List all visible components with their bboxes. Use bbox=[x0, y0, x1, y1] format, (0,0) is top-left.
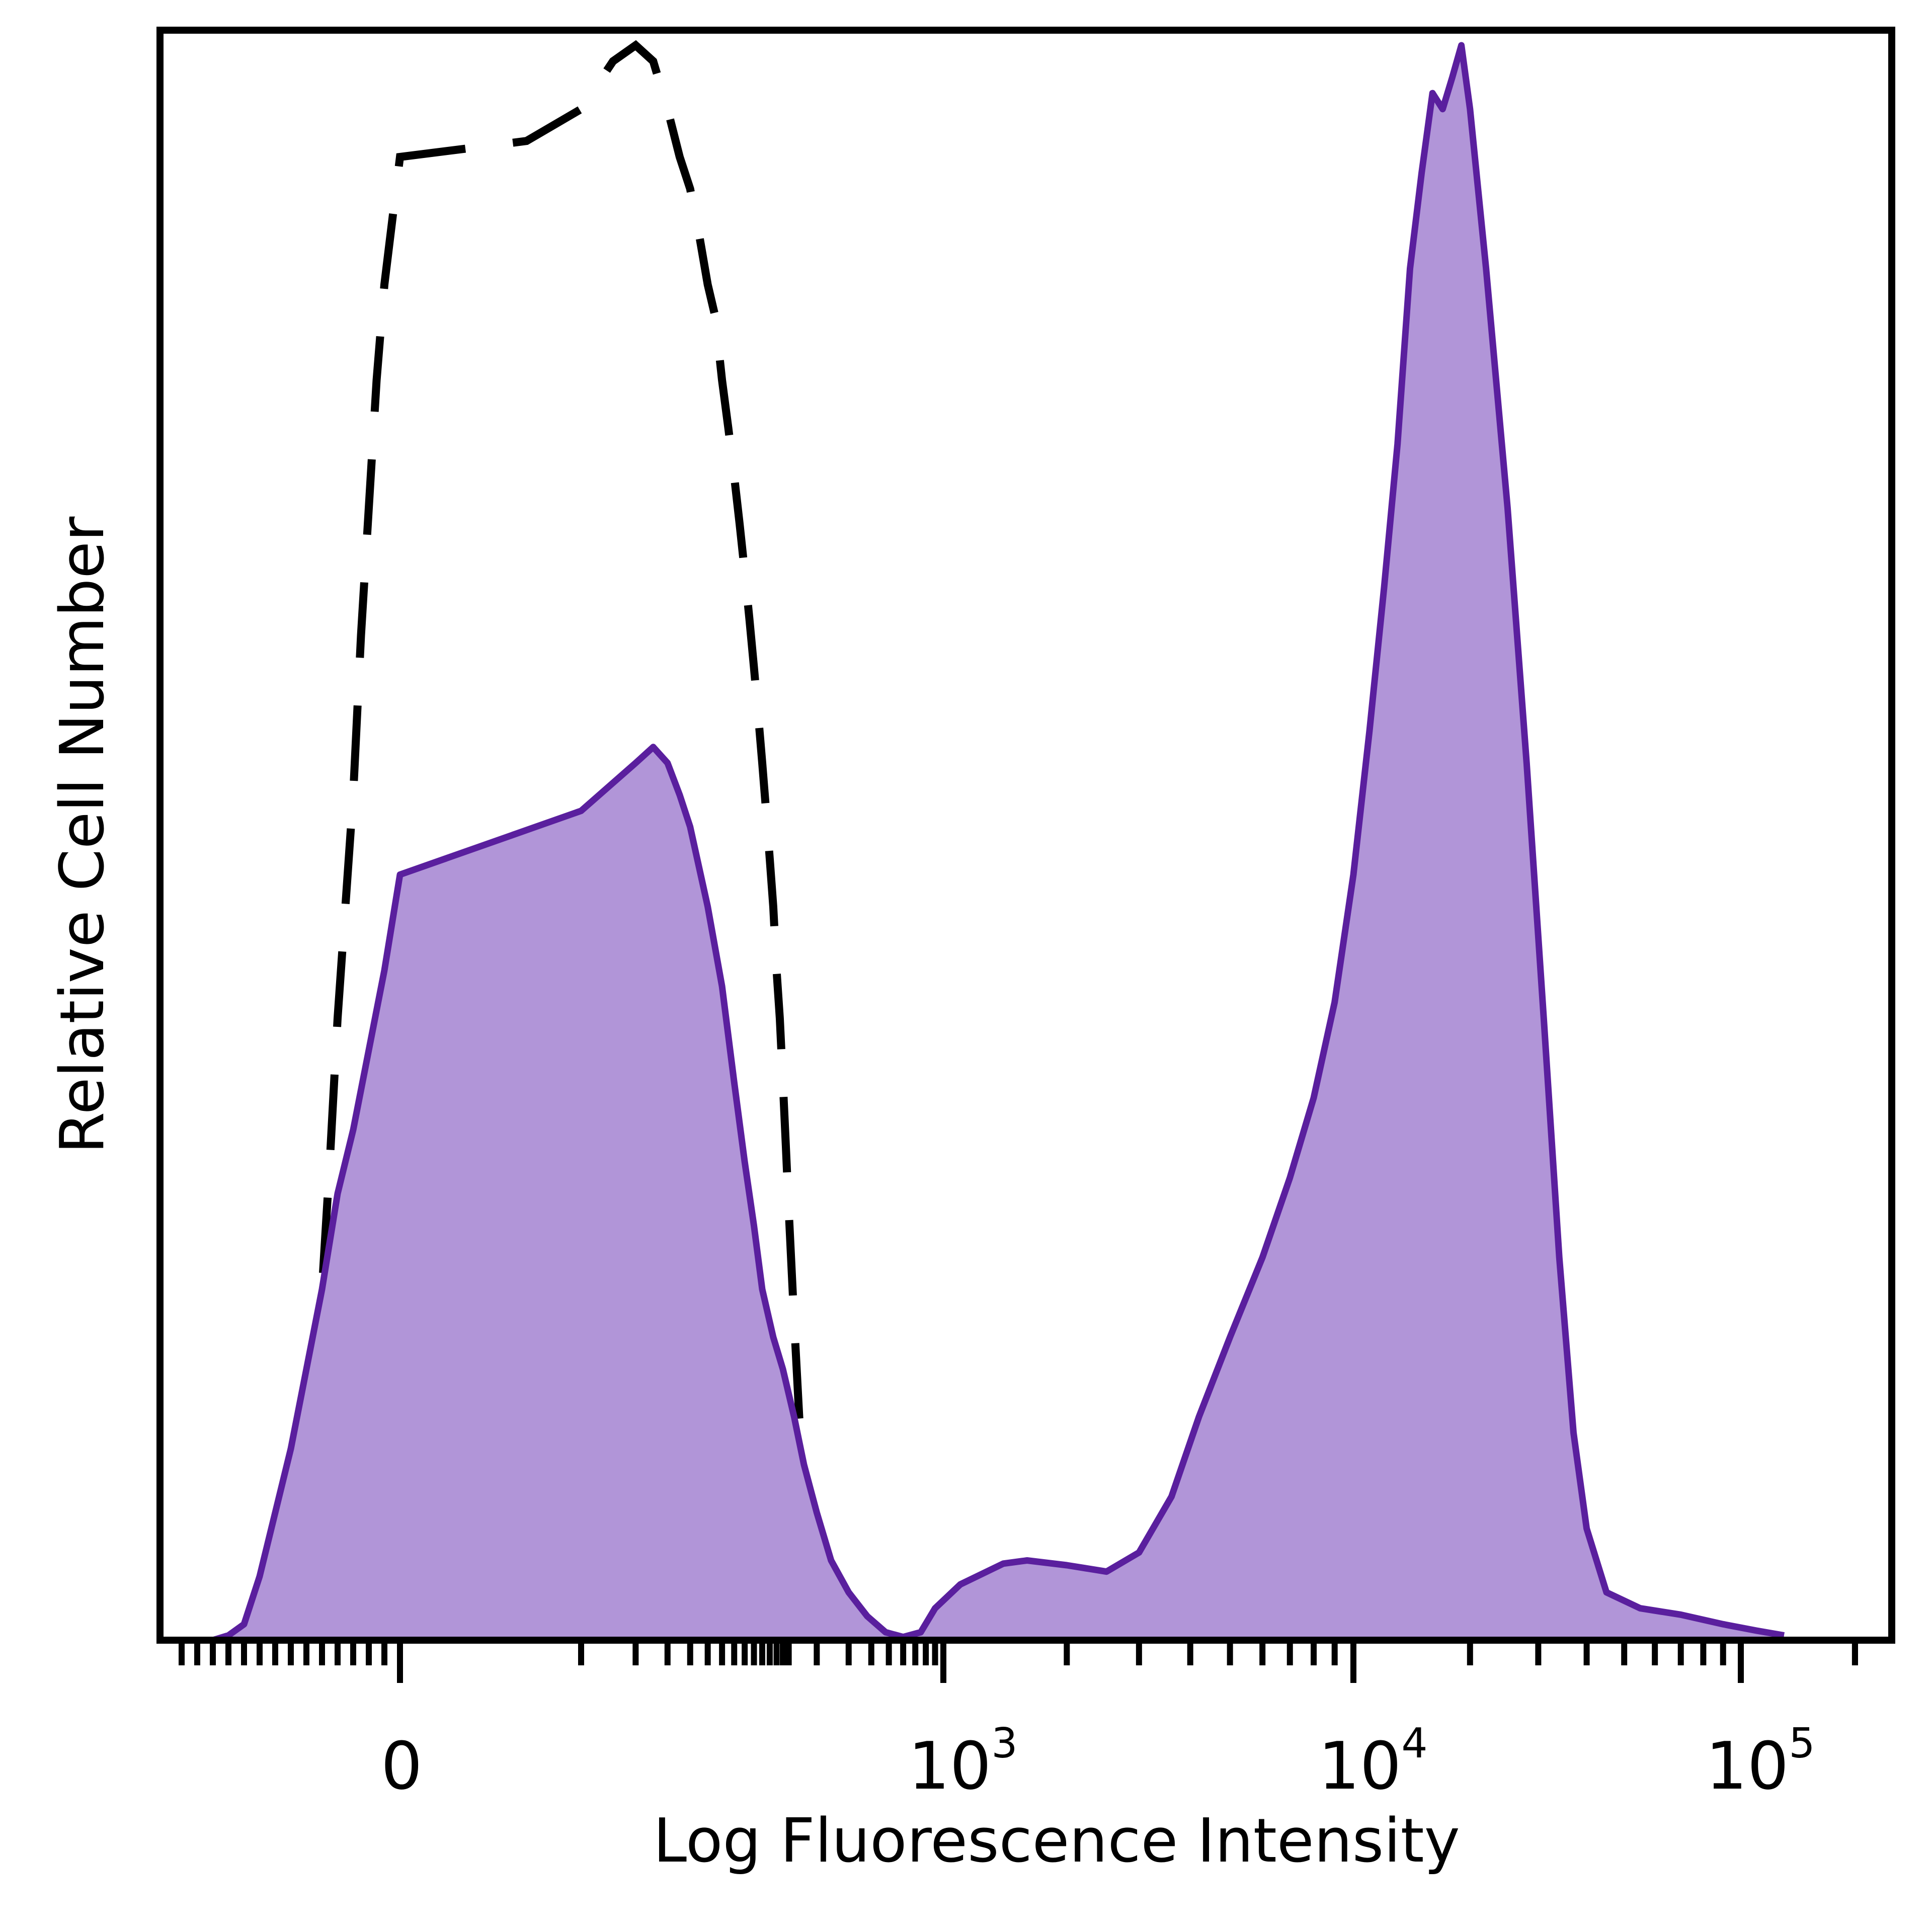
stained-histogram-area bbox=[160, 45, 1784, 1640]
series-layer bbox=[160, 40, 1785, 1644]
x-axis-title: Log Fluorescence Intensity bbox=[653, 1806, 1460, 1876]
x-tick-label: 103 bbox=[908, 1720, 1018, 1804]
x-ticks bbox=[179, 1640, 1858, 1683]
x-tick-label: 104 bbox=[1318, 1720, 1428, 1804]
y-axis-title: Relative Cell Number bbox=[48, 516, 118, 1154]
isotype-control-dashed-outline bbox=[279, 40, 832, 1641]
plot-frame bbox=[156, 27, 1895, 1644]
x-tick-label: 105 bbox=[1706, 1720, 1815, 1804]
x-tick-label: 0 bbox=[381, 1728, 423, 1804]
x-tick-labels: 0 103 104 105 bbox=[381, 1720, 1815, 1804]
stained-histogram-outline bbox=[160, 42, 1785, 1644]
